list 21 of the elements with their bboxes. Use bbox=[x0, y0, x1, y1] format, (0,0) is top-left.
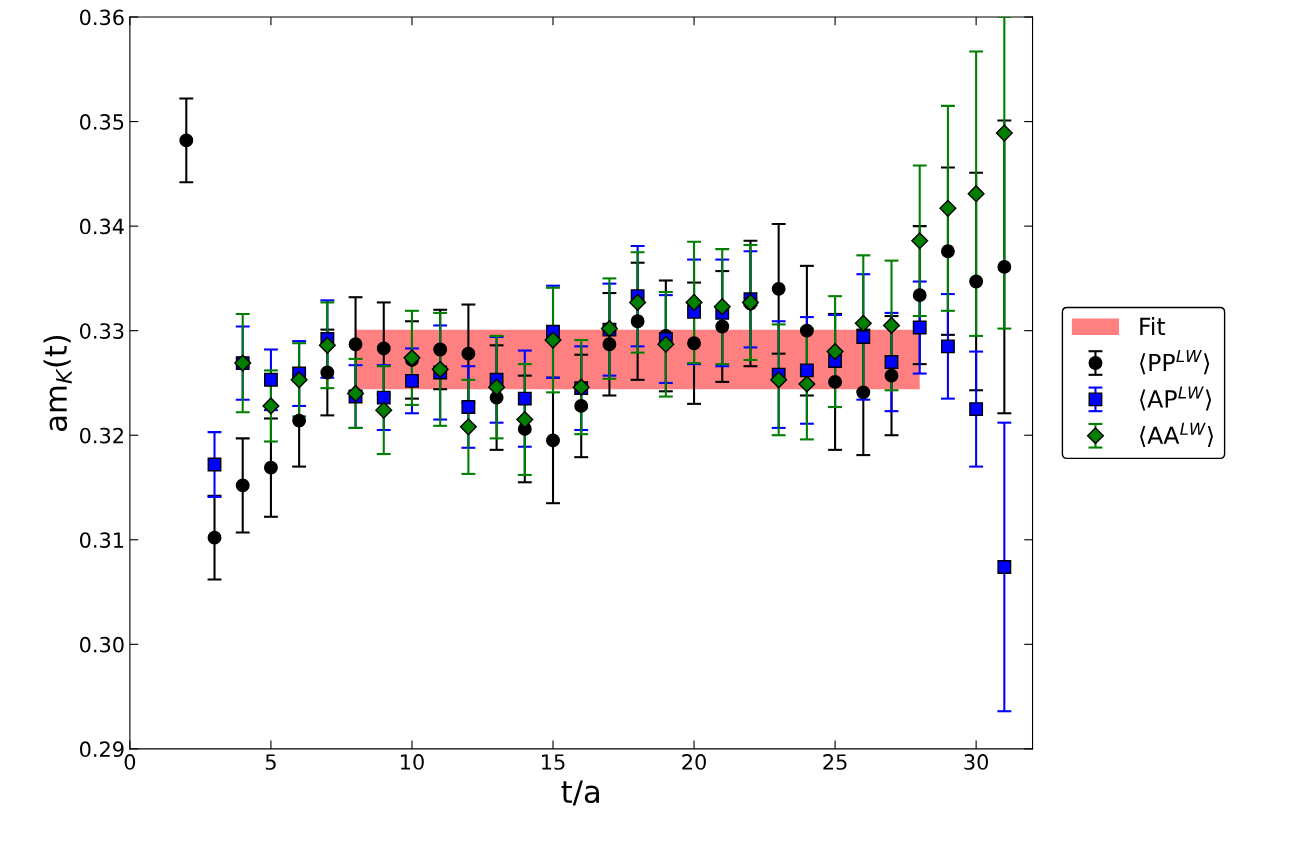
x-tick-label: 30 bbox=[964, 754, 988, 770]
x-tick-label: 15 bbox=[542, 754, 565, 770]
y-tick-label: 0.30 bbox=[80, 636, 124, 653]
legend-label: ⟨AA$^{LW}$⟩ bbox=[1140, 422, 1213, 447]
y-tick-label: 0.32 bbox=[80, 427, 123, 444]
y-tick-label: 0.29 bbox=[80, 741, 124, 758]
x-tick-label: 5 bbox=[265, 754, 276, 770]
y-tick-label: 0.36 bbox=[80, 9, 124, 26]
y-tick-label: 0.35 bbox=[80, 114, 124, 130]
y-tick-label: 0.33 bbox=[80, 323, 124, 339]
legend-label: ⟨AP$^{LW}$⟩ bbox=[1140, 386, 1212, 411]
legend-label: ⟨PP$^{LW}$⟩ bbox=[1140, 350, 1210, 375]
x-tick-label: 20 bbox=[682, 754, 706, 770]
y-tick-label: 0.31 bbox=[80, 532, 124, 548]
y-axis-title: am$_{K}$(t) bbox=[43, 335, 72, 431]
legend-label: Fit bbox=[1140, 316, 1166, 335]
x-axis-title: t/a bbox=[561, 780, 599, 806]
x-tick-label: 25 bbox=[823, 754, 847, 770]
x-tick-label: 10 bbox=[401, 754, 424, 770]
y-tick-label: 0.34 bbox=[80, 218, 124, 235]
x-tick-label: 0 bbox=[124, 754, 136, 770]
